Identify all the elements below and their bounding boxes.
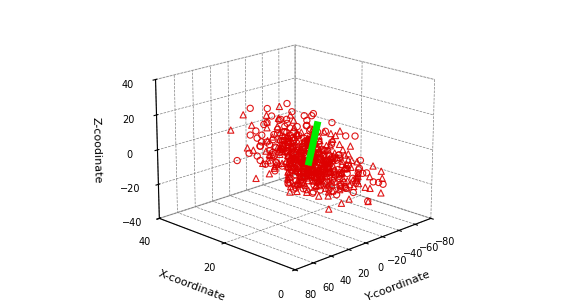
X-axis label: Y-coordinate: Y-coordinate [364, 269, 432, 302]
Y-axis label: X-coordinate: X-coordinate [157, 269, 227, 303]
